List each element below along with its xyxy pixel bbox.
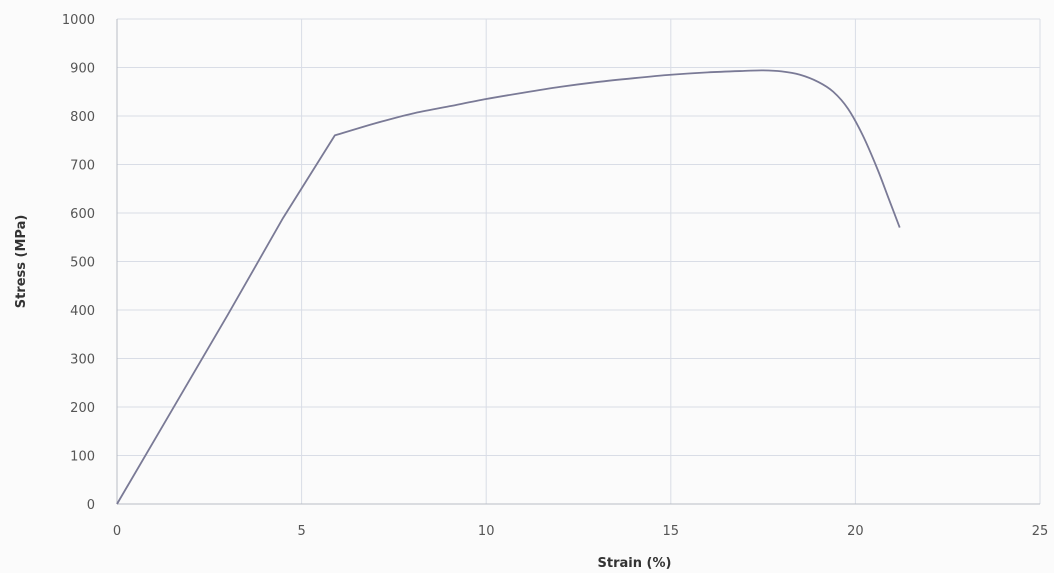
data-point [412, 113, 413, 114]
series-line-0 [116, 69, 901, 505]
x-tick-label: 10 [478, 524, 495, 539]
y-tick-labels: 0 100 200 300 400 500 600 700 800 900 1000 [62, 13, 95, 513]
data-point [833, 91, 834, 92]
y-tick-label: 800 [70, 110, 95, 125]
y-tick-label: 300 [70, 353, 95, 368]
data-point [523, 92, 524, 93]
data-point [818, 81, 819, 82]
data-point [899, 227, 900, 228]
axes [116, 19, 1040, 505]
data-point [172, 409, 173, 410]
x-tick-label: 15 [663, 524, 680, 539]
y-tick-label: 700 [70, 159, 95, 174]
x-tick-label: 25 [1032, 524, 1049, 539]
x-tick-label: 5 [297, 524, 305, 539]
y-tick-label: 900 [70, 62, 95, 77]
data-point [744, 70, 745, 71]
series-layer [116, 69, 901, 505]
data-point [449, 106, 450, 107]
data-point [707, 72, 708, 73]
data-point [670, 74, 671, 75]
data-point [375, 123, 376, 124]
data-point [763, 70, 764, 71]
data-point [781, 71, 782, 72]
y-tick-label: 200 [70, 401, 95, 416]
data-point [877, 169, 878, 170]
data-point [888, 198, 889, 199]
y-tick-label: 400 [70, 304, 95, 319]
x-axis-title: Strain (%) [598, 556, 672, 571]
gridlines [117, 18, 1041, 504]
data-point [283, 217, 284, 218]
x-tick-label: 0 [113, 524, 121, 539]
data-point [847, 108, 848, 109]
data-point [633, 78, 634, 79]
data-point [334, 135, 335, 136]
y-axis-title: Stress (MPa) [14, 215, 29, 309]
y-tick-label: 500 [70, 256, 95, 271]
data-point [559, 86, 560, 87]
data-point [799, 74, 800, 75]
x-tick-labels: 0 5 10 15 20 25 [113, 524, 1048, 539]
y-tick-label: 600 [70, 207, 95, 222]
data-point [486, 98, 487, 99]
y-tick-label: 0 [87, 498, 95, 513]
data-point [596, 81, 597, 82]
data-point [116, 503, 117, 504]
data-point [227, 314, 228, 315]
y-tick-label: 1000 [62, 13, 95, 28]
y-tick-label: 100 [70, 450, 95, 465]
x-tick-label: 20 [847, 524, 864, 539]
data-point [862, 135, 863, 136]
